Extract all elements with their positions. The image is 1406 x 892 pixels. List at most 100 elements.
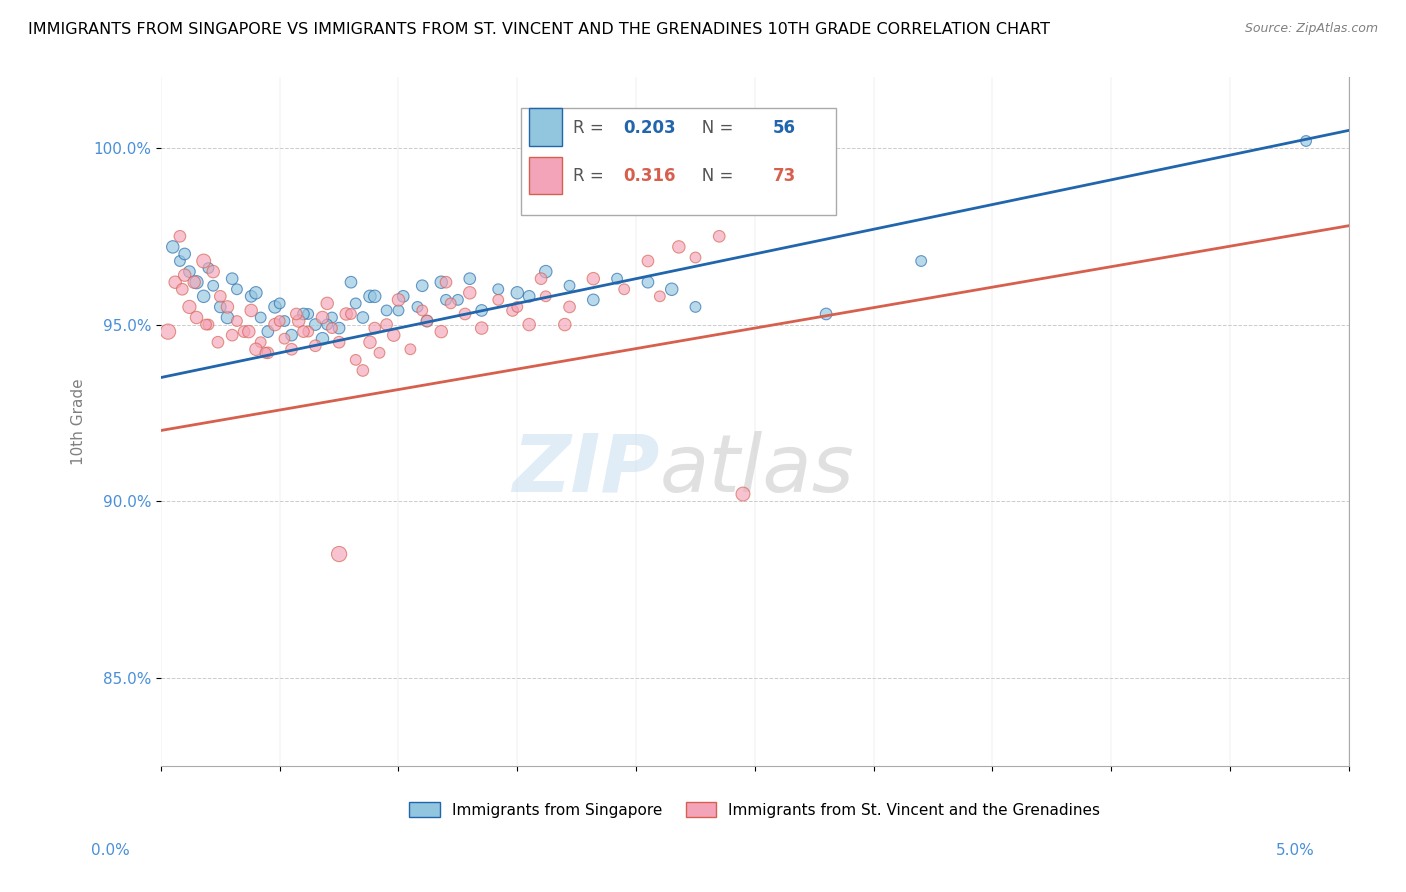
Point: [558, 300, 581, 314]
Point: [506, 300, 529, 314]
Point: [209, 300, 232, 314]
Point: [183, 275, 205, 289]
Point: [471, 321, 494, 335]
Point: [506, 285, 529, 300]
Point: [316, 296, 339, 310]
Bar: [529, 109, 562, 146]
Point: [264, 318, 287, 332]
Point: [285, 307, 308, 321]
Point: [637, 275, 659, 289]
Point: [344, 352, 367, 367]
Point: [648, 289, 671, 303]
Point: [430, 325, 453, 339]
Point: [364, 289, 387, 303]
Point: [316, 318, 339, 332]
FancyBboxPatch shape: [520, 109, 835, 215]
Point: [335, 307, 357, 321]
Point: [193, 254, 215, 268]
Point: [328, 335, 350, 350]
Point: [406, 300, 429, 314]
Point: [179, 300, 201, 314]
Point: [311, 310, 333, 325]
Point: [157, 325, 180, 339]
Point: [249, 310, 271, 325]
Point: [238, 325, 260, 339]
Point: [321, 310, 343, 325]
Point: [273, 332, 295, 346]
Point: [352, 310, 374, 325]
Point: [387, 303, 409, 318]
Point: [668, 240, 690, 254]
Point: [458, 285, 481, 300]
Point: [434, 275, 457, 289]
Point: [273, 314, 295, 328]
Point: [530, 271, 553, 285]
Point: [392, 289, 415, 303]
Point: [430, 275, 453, 289]
Point: [202, 264, 225, 278]
Point: [269, 314, 291, 328]
Point: [202, 278, 225, 293]
Text: 0.203: 0.203: [623, 119, 676, 136]
Point: [209, 289, 232, 303]
Point: [297, 325, 319, 339]
Point: [217, 300, 239, 314]
Point: [186, 275, 208, 289]
Point: [169, 229, 191, 244]
Point: [411, 303, 433, 318]
Point: [375, 318, 398, 332]
Point: [169, 254, 191, 268]
Text: R =: R =: [574, 119, 609, 136]
Point: [304, 339, 326, 353]
Point: [197, 261, 219, 276]
Point: [254, 346, 277, 360]
Point: [1295, 134, 1317, 148]
Text: 73: 73: [773, 167, 796, 185]
Text: 0.0%: 0.0%: [91, 843, 131, 858]
Point: [685, 251, 707, 265]
Legend: Immigrants from Singapore, Immigrants from St. Vincent and the Grenadines: Immigrants from Singapore, Immigrants fr…: [404, 796, 1107, 823]
Point: [240, 289, 263, 303]
Point: [368, 346, 391, 360]
Point: [534, 264, 557, 278]
Text: N =: N =: [686, 167, 738, 185]
Point: [554, 318, 576, 332]
Point: [264, 300, 287, 314]
Point: [193, 289, 215, 303]
Point: [173, 268, 195, 282]
Point: [416, 314, 439, 328]
Point: [179, 264, 201, 278]
Point: [434, 293, 457, 307]
Point: [328, 547, 350, 561]
Text: Source: ZipAtlas.com: Source: ZipAtlas.com: [1244, 22, 1378, 36]
Point: [221, 328, 243, 343]
Point: [249, 335, 271, 350]
Point: [637, 254, 659, 268]
Point: [186, 310, 208, 325]
Text: 5.0%: 5.0%: [1275, 843, 1315, 858]
Point: [471, 303, 494, 318]
Point: [292, 325, 315, 339]
Point: [173, 247, 195, 261]
Point: [256, 325, 278, 339]
Point: [458, 271, 481, 285]
Point: [240, 303, 263, 318]
Point: [731, 487, 754, 501]
Text: N =: N =: [686, 119, 738, 136]
Point: [172, 282, 194, 296]
Point: [440, 296, 463, 310]
Point: [221, 271, 243, 285]
Point: [910, 254, 932, 268]
Point: [486, 282, 509, 296]
Point: [321, 321, 343, 335]
Point: [517, 318, 540, 332]
Point: [411, 278, 433, 293]
Point: [558, 278, 581, 293]
Point: [256, 346, 278, 360]
Point: [454, 307, 477, 321]
Point: [582, 293, 605, 307]
Point: [245, 343, 267, 357]
Text: 56: 56: [773, 119, 796, 136]
Text: IMMIGRANTS FROM SINGAPORE VS IMMIGRANTS FROM ST. VINCENT AND THE GRENADINES 10TH: IMMIGRANTS FROM SINGAPORE VS IMMIGRANTS …: [28, 22, 1050, 37]
Point: [197, 318, 219, 332]
